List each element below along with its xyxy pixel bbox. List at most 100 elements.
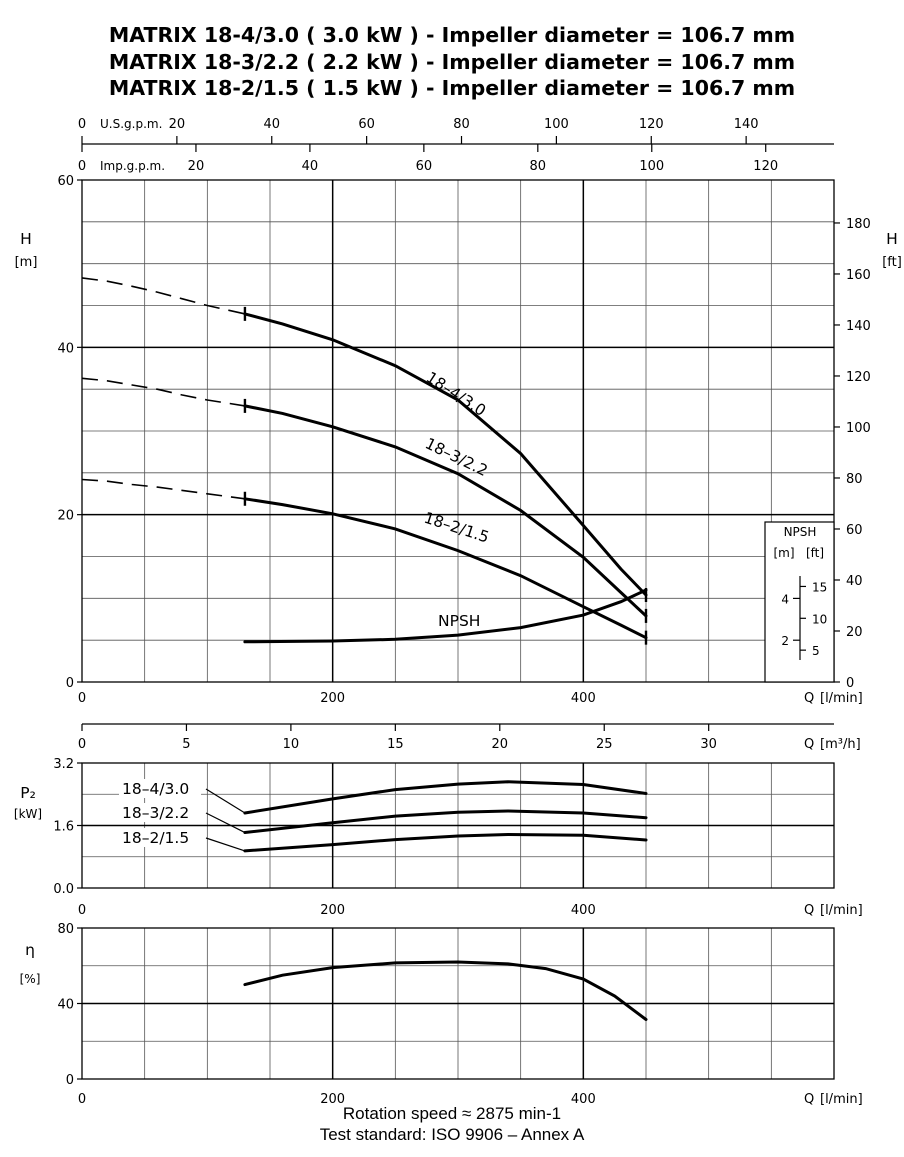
- npsh-curve-label: NPSH: [438, 612, 480, 630]
- title-line-2: MATRIX 18-3/2.2 ( 2.2 kW ) - Impeller di…: [108, 49, 796, 74]
- npsh-inset-unit-ft: [ft]: [806, 546, 824, 560]
- title-line-1: MATRIX 18-4/3.0 ( 3.0 kW ) - Impeller di…: [108, 23, 796, 47]
- x-tick-label: 200: [320, 691, 345, 706]
- top-axis-tick-label: 140: [734, 117, 759, 132]
- y-tick-label: 3.2: [53, 757, 74, 772]
- x-tick-label: 200: [320, 1092, 345, 1107]
- m3h-axis-tick-label: 20: [492, 737, 509, 752]
- top-axis-tick-label: 0: [78, 117, 86, 132]
- npsh-inset-unit-m: [m]: [773, 546, 794, 560]
- power-curve: [243, 780, 648, 815]
- y-axis-unit: [m]: [15, 255, 38, 270]
- x-tick-label: 400: [571, 903, 596, 918]
- power-curve-label-bg: [119, 803, 201, 822]
- chart-footer: Rotation speed ≈ 2875 min-1 Test standar…: [0, 1103, 904, 1145]
- power-curve-leader: [205, 788, 246, 814]
- top-axis-tick-label: 40: [302, 159, 319, 174]
- power-curve-label: 18–3/2.2: [122, 804, 189, 822]
- x-axis-label: Q: [804, 1092, 814, 1107]
- npsh-curve: [243, 588, 648, 644]
- top-axis-tick-label: 100: [544, 117, 569, 132]
- npsh-inset-label-ft: 5: [812, 644, 820, 658]
- power-curve-label-bg: [119, 779, 201, 798]
- m3h-axis-tick-label: 0: [78, 737, 86, 752]
- head-panel: 0204060020406080100120140160180H[m]H[ft]…: [15, 174, 902, 706]
- power-curve: [243, 809, 648, 834]
- top-axis-tick-label: 60: [358, 117, 375, 132]
- power-curve-label: 18–2/1.5: [122, 829, 189, 847]
- title-line-3: MATRIX 18-2/1.5 ( 1.5 kW ) - Impeller di…: [108, 76, 796, 100]
- top-axis-tick-label: 20: [169, 117, 186, 132]
- top-axis-tick-label: 0: [78, 159, 86, 174]
- power-panel: 0.0 1.6 3.2 P₂ [kW] 0 200 400 Q [l/min] 18–4/3.0 18…: [14, 757, 863, 918]
- x-tick-label: 0: [78, 1092, 86, 1107]
- y2-tick-label: 140: [846, 319, 871, 334]
- test-standard-note: Test standard: ISO 9906 – Annex A: [319, 1125, 585, 1144]
- m3h-axis-unit: [m³/h]: [820, 737, 861, 752]
- y-axis-unit: [%]: [20, 972, 41, 986]
- top-axis-tick-label: 80: [453, 117, 470, 132]
- head-plot-frame: [81, 179, 835, 683]
- y-axis-label: η: [25, 941, 35, 959]
- m3h-axis-tick-label: 10: [283, 737, 300, 752]
- y2-tick-label: 0: [846, 676, 854, 691]
- x-tick-label: 400: [571, 691, 596, 706]
- x-tick-label: 0: [78, 903, 86, 918]
- m3h-axis-tick-label: 15: [387, 737, 404, 752]
- m3h-axis-label: Q: [804, 737, 814, 752]
- x-tick-label: 200: [320, 903, 345, 918]
- top-axis-tick-label: 20: [188, 159, 205, 174]
- m3h-axis: 0 5 10 15 20 25 30 Q [m³/h]: [78, 723, 861, 752]
- power-curve-leader: [205, 812, 246, 834]
- top-axis-tick-label: 120: [753, 159, 778, 174]
- y-tick-label: 80: [57, 922, 74, 937]
- power-curve-label: 18–4/3.0: [122, 780, 189, 798]
- m3h-axis-tick-label: 25: [596, 737, 613, 752]
- efficiency-panel: 0 40 80 η [%] 0 200 400 Q [l/min]: [20, 922, 863, 1107]
- y-tick-label: 0.0: [53, 882, 74, 897]
- x-axis-unit: [l/min]: [820, 903, 863, 918]
- efficiency-curve: [243, 960, 648, 1021]
- top-axis-tick-label: 120: [639, 117, 664, 132]
- head-curve: [243, 497, 648, 640]
- power-curve-leader: [205, 837, 246, 852]
- head-curve: [243, 404, 648, 618]
- y-axis-label: P₂: [20, 784, 36, 802]
- top-flow-axes: 0 20 40 60 80 100 120 140 U.S.g.p.m. 0 20 40 60 80 100…: [78, 117, 834, 174]
- npsh-inset-title: NPSH: [784, 525, 817, 539]
- y-tick-label: 0: [66, 1073, 74, 1088]
- npsh-inset-label-m: 4: [781, 592, 789, 606]
- head-curve-extrapolated: [81, 478, 246, 500]
- head-curve-extrapolated: [81, 277, 246, 315]
- m3h-axis-tick-label: 30: [700, 737, 717, 752]
- y2-tick-label: 60: [846, 523, 863, 538]
- power-curve: [243, 832, 648, 853]
- top-axis-unit-label: Imp.g.p.m.: [100, 159, 165, 173]
- y-axis-unit: [kW]: [14, 807, 42, 821]
- y-tick-label: 20: [57, 509, 74, 524]
- rotation-speed-note: Rotation speed ≈ 2875 min-1: [342, 1104, 562, 1123]
- x-tick-label: 0: [78, 691, 86, 706]
- top-axis-tick-label: 100: [639, 159, 664, 174]
- top-axis-tick-label: 40: [263, 117, 280, 132]
- y-tick-label: 0: [66, 676, 74, 691]
- y2-tick-label: 180: [846, 217, 871, 232]
- y2-axis-unit: [ft]: [882, 255, 902, 270]
- power-curve-label-bg: [119, 828, 201, 847]
- y2-tick-label: 120: [846, 370, 871, 385]
- x-axis-label: Q: [804, 691, 814, 706]
- head-curve-label: 18–4/3.0: [423, 368, 489, 420]
- top-axis-tick-label: 60: [416, 159, 433, 174]
- head-curve: [243, 312, 648, 597]
- x-tick-label: 400: [571, 1092, 596, 1107]
- y-tick-label: 40: [57, 341, 74, 356]
- npsh-inset-label-ft: 10: [812, 612, 827, 626]
- x-axis-label: Q: [804, 903, 814, 918]
- x-axis-unit: [l/min]: [820, 1092, 863, 1107]
- head-curve-extrapolated: [81, 377, 246, 407]
- y2-axis-label: H: [886, 230, 898, 248]
- npsh-inset-label-m: 2: [781, 634, 789, 648]
- chart-titles: MATRIX 18-4/3.0 ( 3.0 kW ) - Impeller di…: [0, 22, 904, 102]
- x-axis-unit: [l/min]: [820, 691, 863, 706]
